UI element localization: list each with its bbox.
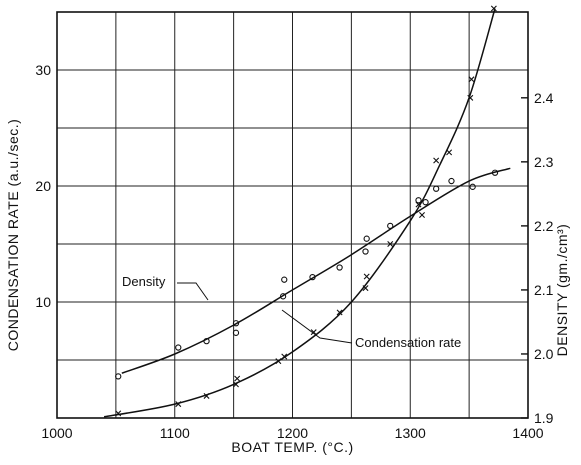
y-right-tick-label: 2.3 — [534, 154, 554, 170]
x-tick-label: 1100 — [160, 425, 190, 441]
condensation-rate-point — [419, 212, 426, 218]
condensation-rate-point — [363, 273, 370, 280]
condensation-rate-point — [415, 201, 422, 208]
density-point — [232, 320, 240, 327]
condensation-rate-point — [232, 381, 239, 388]
condensation-rate-point — [115, 410, 122, 417]
density-fit-curve — [121, 167, 511, 374]
density-point — [279, 293, 287, 300]
density-point — [115, 373, 122, 380]
y-axis-left-label: CONDENSATION RATE (a.u./sec.) — [5, 119, 21, 352]
condensation-rate-point — [387, 241, 394, 247]
y-right-tick-label: 2.1 — [534, 282, 554, 298]
density-point — [362, 248, 369, 255]
y-right-tick-label: 2.4 — [534, 90, 554, 106]
condensation-rate-point — [467, 94, 474, 101]
annotations: Density Condensation rate — [122, 274, 461, 350]
condensation-rate-point — [281, 353, 288, 360]
condensation-rate-point — [203, 392, 210, 399]
density-point — [281, 276, 288, 283]
condensation-rate-point — [234, 375, 241, 382]
annotation-density: Density — [122, 274, 166, 289]
x-tick-label: 1000 — [41, 425, 72, 441]
x-tick-label: 1300 — [395, 425, 426, 441]
y-left-tick-label: 20 — [35, 178, 51, 194]
density-point — [491, 169, 499, 176]
density-point — [415, 197, 422, 204]
condensation-rate-fit-curve — [103, 8, 496, 418]
condensation-rate-point — [468, 76, 475, 83]
x-tick-label: 1200 — [277, 425, 308, 441]
density-point — [363, 235, 370, 242]
density-point — [422, 199, 429, 206]
condensation-rate-point — [175, 401, 182, 408]
density-point — [469, 183, 476, 190]
condensation-rate-point — [310, 329, 317, 336]
data-points — [115, 5, 499, 417]
condensation-rate-point — [336, 309, 343, 316]
plot-frame — [56, 11, 529, 419]
grid-lines — [57, 12, 528, 418]
fit-curves — [103, 8, 511, 418]
condensation-rate-point — [446, 149, 453, 156]
condensation-rate-point — [275, 358, 282, 365]
density-point — [175, 344, 182, 351]
y-right-tick-label: 2.2 — [534, 218, 554, 234]
condensation-rate-point — [433, 157, 440, 164]
x-axis-label: BOAT TEMP. (°C.) — [231, 439, 353, 455]
condensation-rate-point — [362, 285, 369, 292]
density-point — [433, 185, 440, 192]
tick-marks: 1000 1100 1200 1300 1400 10 20 30 1.9 2.0 2.1 2.2 2.… — [35, 62, 553, 441]
y-left-tick-label: 30 — [35, 62, 51, 78]
annotation-condensation-rate-leader — [281, 309, 353, 344]
density-point — [232, 329, 240, 336]
density-point — [309, 273, 316, 281]
annotation-condensation-rate: Condensation rate — [355, 335, 461, 350]
density-point — [203, 338, 210, 345]
y-right-tick-label: 1.9 — [534, 410, 554, 426]
y-axis-right-label: DENSITY (gm./cm³) — [554, 224, 570, 357]
x-tick-label: 1400 — [512, 425, 543, 441]
y-right-tick-label: 2.0 — [534, 346, 554, 362]
condensation-rate-point — [490, 5, 497, 12]
density-point — [448, 177, 455, 185]
y-left-tick-label: 10 — [35, 294, 51, 310]
annotation-density-leader — [177, 282, 209, 301]
density-point — [387, 222, 394, 230]
density-point — [336, 264, 343, 271]
